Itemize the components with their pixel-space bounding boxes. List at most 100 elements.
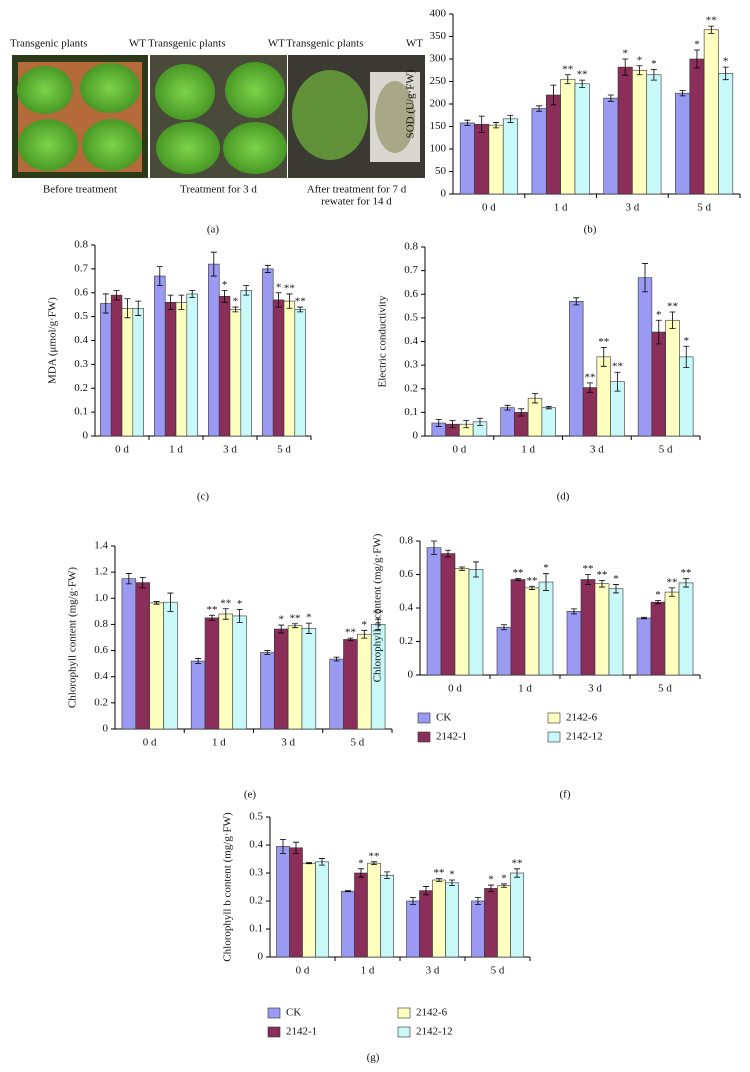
bar (497, 885, 511, 958)
significance: ** (585, 371, 596, 383)
bar (569, 301, 584, 437)
y-axis-label: SOD (U/g·FW) (405, 69, 417, 138)
bar (419, 890, 433, 958)
x-tick-label: 5 d (658, 683, 672, 695)
error-bar (275, 292, 282, 308)
bar (689, 58, 705, 195)
significance: * (622, 48, 628, 60)
y-tick-label: 0.8 (404, 241, 418, 253)
error-bar (371, 861, 377, 865)
error-bar (449, 879, 455, 886)
error-bar (477, 417, 483, 426)
y-tick-label: 0.4 (399, 602, 413, 614)
significance: * (651, 58, 657, 70)
error-bar (459, 566, 465, 571)
photo-label: Transgenic plants (286, 38, 364, 50)
y-tick-label: 250 (430, 75, 447, 87)
bar (664, 591, 680, 676)
bar (538, 581, 554, 676)
legend-label: 2142-12 (566, 731, 603, 743)
error-bar (669, 311, 676, 329)
error-bar (445, 549, 451, 558)
bar (154, 275, 166, 437)
error-bar (208, 614, 215, 621)
bar (608, 588, 624, 676)
bar (302, 862, 316, 958)
bar (454, 568, 470, 676)
significance: ** (206, 604, 217, 616)
bar (273, 628, 289, 730)
error-bar (375, 618, 382, 631)
error-bar (264, 264, 271, 273)
bar (343, 639, 358, 730)
bar (341, 890, 355, 958)
y-axis-label: Chlorophyll b content (mg/g·FW) (222, 812, 234, 962)
bar (357, 633, 372, 730)
bar (527, 397, 543, 437)
y-tick-label: 1.0 (94, 592, 108, 604)
error-bar (189, 289, 196, 298)
x-tick-label: 3 d (590, 444, 604, 456)
significance: * (501, 872, 507, 884)
y-tick-label: 0.5 (404, 311, 418, 323)
error-bar (113, 289, 120, 301)
significance: * (613, 573, 619, 585)
photo (150, 55, 287, 178)
y-tick-label: 0.5 (249, 811, 263, 823)
y-tick-label: 1.4 (94, 540, 108, 552)
significance: ** (220, 597, 231, 609)
bar (354, 872, 368, 958)
x-tick-label: 0 d (296, 965, 310, 977)
significance: ** (434, 867, 445, 879)
y-tick-label: 200 (430, 98, 447, 110)
significance: ** (373, 608, 384, 620)
bar (566, 611, 582, 676)
y-tick-label: 0.1 (249, 923, 263, 935)
panel-label: (b) (584, 224, 597, 236)
x-tick-label: 1 d (521, 444, 535, 456)
bar (287, 625, 303, 730)
y-tick-label: 400 (430, 8, 447, 20)
x-tick-label: 1 d (169, 444, 183, 456)
bar (229, 309, 242, 437)
significance: ** (345, 627, 356, 639)
error-bar (536, 105, 543, 112)
bar (186, 293, 198, 437)
x-tick-label: 3 d (426, 965, 440, 977)
bar (678, 582, 694, 676)
y-tick-label: 0.6 (94, 644, 108, 656)
photo-caption: After treatment for 7 d (307, 184, 407, 196)
error-bar (529, 585, 535, 590)
bar (679, 356, 694, 437)
y-axis-label: Chlorophyll a content (mg/g·FW) (372, 533, 384, 682)
bar (289, 847, 303, 958)
legend-label: CK (436, 712, 451, 724)
error-bar (507, 114, 514, 123)
bar (208, 263, 220, 437)
significance: * (237, 598, 243, 610)
y-tick-label: 0 (103, 723, 109, 735)
error-bar (178, 294, 185, 310)
legend-swatch (547, 731, 561, 743)
bar (510, 872, 524, 958)
error-bar (655, 600, 661, 605)
error-bar (292, 623, 299, 629)
photo-caption: rewater for 14 d (321, 196, 392, 208)
significance: ** (667, 301, 678, 313)
bar (190, 660, 206, 730)
bar (121, 307, 134, 437)
x-tick-label: 0 d (482, 202, 496, 214)
x-tick-label: 5 d (697, 202, 711, 214)
error-bar (449, 420, 456, 429)
error-bar (124, 298, 131, 319)
error-bar (488, 884, 494, 893)
significance: ** (284, 282, 295, 294)
photo-caption: Treatment for 3 d (180, 184, 257, 196)
error-bar (384, 871, 390, 879)
bar (703, 29, 719, 195)
error-bar (493, 122, 500, 129)
bar (637, 277, 653, 437)
bar (240, 290, 252, 437)
photo (288, 55, 425, 178)
bar (488, 124, 504, 195)
